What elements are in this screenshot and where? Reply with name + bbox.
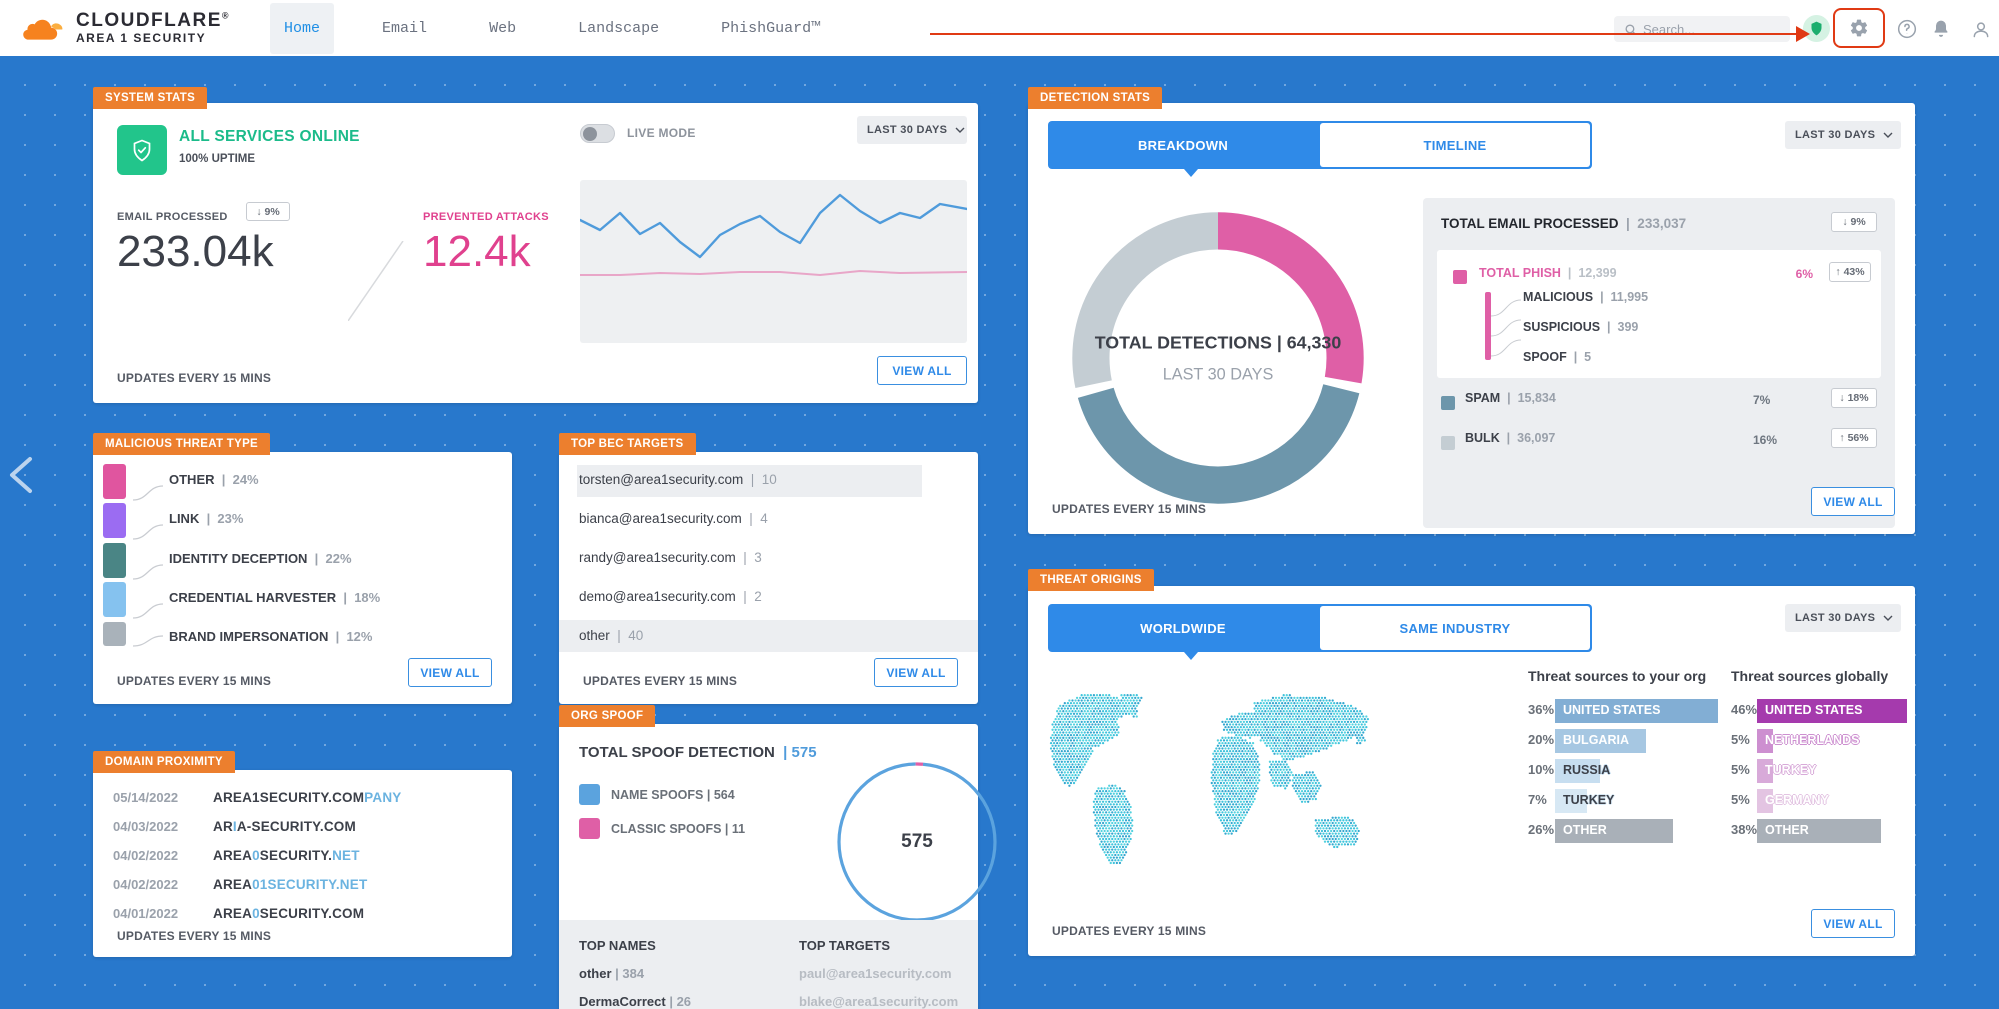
svg-text:TOTAL DETECTIONS | 64,330: TOTAL DETECTIONS | 64,330 bbox=[1095, 333, 1342, 353]
svg-text:575: 575 bbox=[901, 831, 933, 852]
svg-text:LAST 30 DAYS: LAST 30 DAYS bbox=[1163, 366, 1274, 384]
